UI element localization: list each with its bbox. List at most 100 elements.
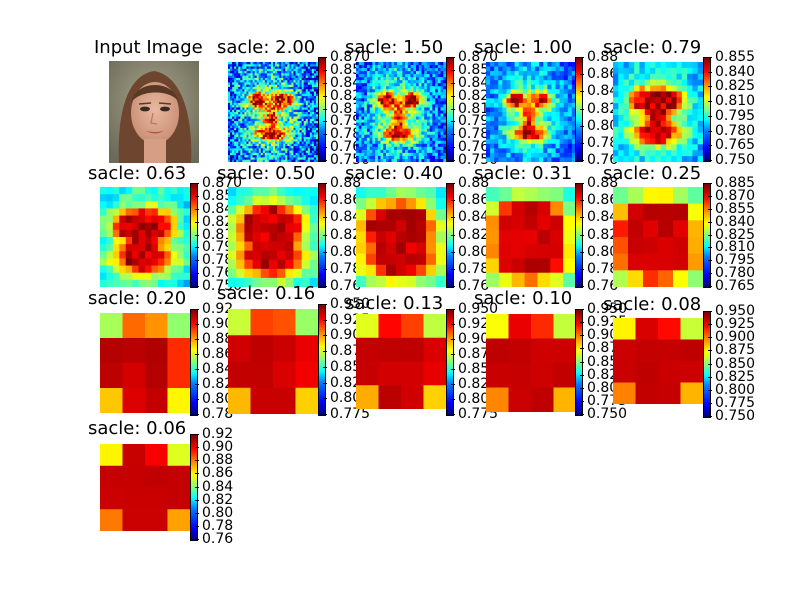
heatmap-cell — [293, 123, 297, 127]
heatmap-cell — [100, 272, 108, 281]
heatmap-cell — [440, 131, 444, 136]
heatmap-cell — [358, 113, 363, 118]
heatmap-cell — [273, 84, 276, 88]
heatmap-cell — [514, 130, 520, 136]
heatmap-cell — [650, 85, 656, 93]
heatmap-cell — [535, 116, 540, 122]
heatmap-cell — [151, 222, 159, 231]
heatmap-cell — [291, 112, 295, 115]
heatmap-cell — [250, 84, 254, 88]
heatmap-cell — [264, 141, 268, 145]
heatmap-cell — [356, 361, 380, 386]
heatmap-cell — [240, 125, 243, 129]
heatmap-cell — [151, 272, 159, 281]
heatmap-cell — [297, 143, 301, 147]
heatmap-cell — [440, 83, 444, 87]
heatmap-cell — [309, 139, 313, 143]
heatmap-cell — [266, 148, 270, 152]
heatmap-cell — [297, 82, 301, 86]
heatmap-cell — [413, 77, 417, 81]
heatmap-cell — [256, 98, 260, 102]
heatmap-title: sacle: 0.25 — [603, 163, 702, 184]
heatmap-cell — [401, 314, 425, 339]
heatmap-cell — [273, 152, 276, 156]
heatmap-cell — [299, 125, 303, 129]
heatmap-cell — [416, 140, 420, 145]
heatmap-cell — [413, 149, 417, 154]
heatmap-cell — [299, 112, 303, 115]
heatmap-cell — [377, 125, 382, 130]
heatmap-cell — [380, 155, 384, 160]
heatmap-cell — [264, 98, 268, 102]
heatmap-cell — [305, 137, 309, 140]
heatmap-cell — [285, 152, 288, 156]
heatmap-cell — [440, 128, 444, 133]
heatmap-cell — [639, 114, 646, 122]
heatmap-cell — [244, 62, 248, 65]
heatmap-cell — [238, 114, 241, 118]
heatmap-cell — [256, 62, 260, 65]
heatmap-cell — [301, 107, 305, 111]
heatmap-cell — [268, 143, 272, 147]
heatmap-cell — [563, 62, 569, 68]
heatmap-cell — [315, 137, 318, 140]
heatmap-cell — [399, 140, 403, 145]
heatmap-cell — [232, 73, 235, 77]
heatmap-cell — [264, 84, 268, 88]
heatmap-cell — [375, 131, 379, 136]
heatmap-cell — [277, 89, 280, 93]
heatmap-cell — [295, 361, 318, 389]
heatmap-cell — [258, 123, 262, 127]
heatmap-cell — [418, 74, 423, 78]
heatmap-cell — [416, 83, 420, 87]
heatmap-cell — [511, 215, 526, 231]
heatmap-cell — [399, 137, 403, 142]
heatmap-cell — [234, 107, 237, 111]
heatmap-cell — [396, 95, 401, 99]
heatmap-cell — [262, 146, 266, 149]
heatmap-cell — [262, 102, 266, 106]
heatmap-image — [486, 314, 576, 412]
heatmap-cell — [305, 148, 309, 152]
heatmap-cell — [256, 100, 260, 104]
heatmap-cell — [246, 159, 250, 162]
heatmap-cell — [305, 118, 309, 122]
heatmap-cell — [277, 100, 280, 104]
heatmap-cell — [405, 71, 409, 75]
heatmap-cell — [183, 279, 190, 287]
heatmap-cell — [262, 68, 266, 72]
heatmap-cell — [291, 73, 295, 77]
heatmap-cell — [177, 229, 185, 238]
heatmap-cell — [283, 107, 286, 111]
heatmap-cell — [571, 107, 576, 113]
heatmap-cell — [514, 125, 520, 131]
heatmap-cell — [275, 102, 278, 106]
heatmap-cell — [426, 155, 431, 160]
colorbar-tick-label: 0.825 — [707, 78, 756, 95]
heatmap-cell — [369, 89, 373, 93]
heatmap-cell — [303, 146, 307, 149]
heatmap-cell — [277, 82, 280, 86]
heatmap-cell — [287, 139, 290, 143]
heatmap-cell — [416, 116, 420, 121]
heatmap-cell — [313, 98, 317, 102]
heatmap-cell — [394, 104, 398, 109]
heatmap-image — [613, 318, 703, 404]
heatmap-cell — [494, 93, 499, 99]
heatmap-cell — [613, 318, 637, 341]
heatmap-cell — [510, 107, 516, 113]
heatmap-cell — [270, 141, 274, 145]
heatmap-cell — [486, 215, 500, 231]
heatmap-cell — [293, 139, 297, 143]
heatmap-cell — [547, 121, 553, 127]
heatmap-cell — [429, 149, 433, 154]
heatmap-cell — [303, 109, 307, 113]
heatmap-cell — [388, 101, 393, 106]
heatmap-cell — [429, 83, 433, 87]
heatmap-cell — [559, 130, 565, 136]
heatmap-cell — [311, 89, 315, 93]
heatmap-cell — [232, 157, 235, 161]
heatmap-cell — [650, 132, 656, 140]
heatmap-cell — [297, 109, 301, 113]
heatmap-cell — [498, 139, 503, 145]
